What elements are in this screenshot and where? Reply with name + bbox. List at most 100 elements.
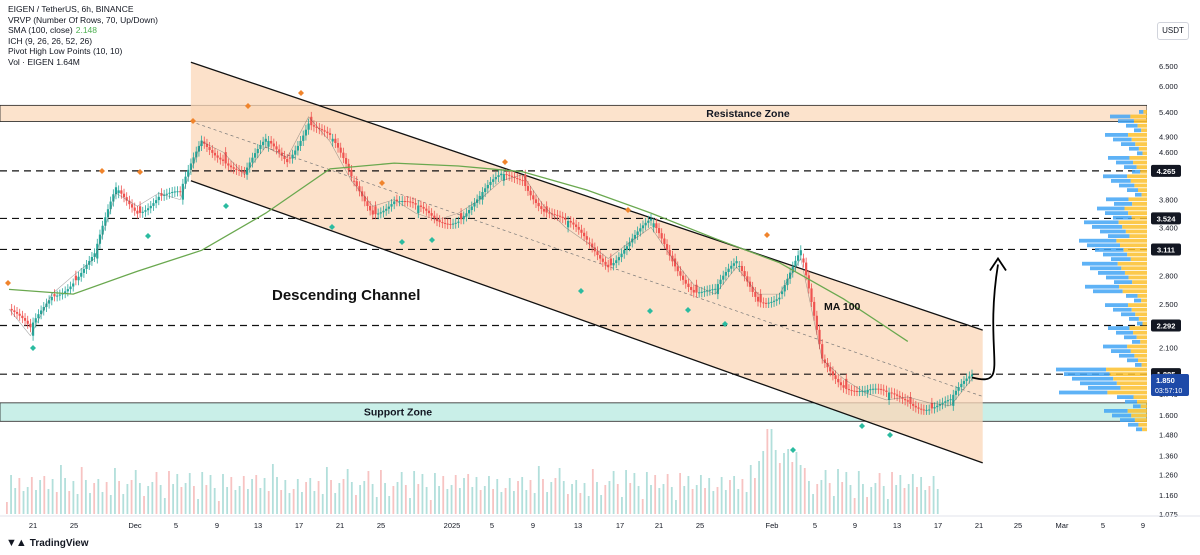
- candle-body: [451, 223, 455, 225]
- candle-body: [82, 268, 85, 273]
- vrvp-down-bar: [1142, 151, 1147, 156]
- volume-bar: [371, 484, 374, 514]
- candle-body: [783, 285, 786, 292]
- candle-body: [136, 210, 139, 214]
- candle-body: [521, 180, 524, 182]
- candle-body: [213, 152, 217, 156]
- currency-selector[interactable]: USDT: [1157, 22, 1189, 40]
- candle-body: [566, 220, 570, 228]
- vrvp-up-bar: [1105, 303, 1129, 307]
- price-tick-label: 1.160: [1159, 491, 1178, 500]
- vrvp-down-bar: [1118, 220, 1147, 225]
- candle-body: [425, 208, 428, 211]
- projection-arrowhead: [989, 256, 1007, 271]
- vrvp-up-bar: [1139, 110, 1144, 114]
- candle-body: [219, 157, 222, 160]
- candle-body: [31, 322, 35, 336]
- candle-body: [925, 409, 928, 411]
- volume-bar: [30, 477, 33, 514]
- price-axis-bg: [1147, 0, 1200, 555]
- candle-body: [326, 131, 329, 134]
- volume-bar: [172, 484, 175, 514]
- volume-bar: [138, 483, 141, 514]
- vrvp-down-bar: [1143, 110, 1147, 114]
- candle-body: [789, 272, 792, 279]
- volume-bar: [213, 488, 216, 514]
- volume-bar: [280, 490, 283, 514]
- legend-ichimoku[interactable]: ICH (9, 26, 26, 52, 26): [8, 35, 93, 46]
- volume-bar: [22, 491, 25, 514]
- candle-body: [649, 218, 653, 221]
- candle-body: [813, 301, 816, 316]
- volume-bar: [226, 487, 229, 514]
- volume-bar: [542, 479, 544, 514]
- candle-body: [45, 303, 48, 307]
- vrvp-up-bar: [1125, 399, 1138, 404]
- candle-body: [575, 224, 578, 227]
- volume-bar: [313, 491, 316, 514]
- legend-symbol[interactable]: EIGEN / TetherUS, 6h, BINANCE: [8, 4, 134, 14]
- volume-bar: [217, 501, 220, 514]
- vrvp-up-bar: [1116, 330, 1134, 335]
- volume-bar: [916, 487, 918, 514]
- candle-body: [946, 400, 950, 402]
- price-tick-label: 1.260: [1159, 470, 1178, 479]
- vrvp-down-bar: [1140, 340, 1147, 344]
- legend-vrvp[interactable]: VRVP (Number Of Rows, 70, Up/Down): [8, 14, 158, 25]
- candle-body: [275, 146, 278, 150]
- vrvp-down-bar: [1134, 353, 1147, 358]
- volume-bar: [874, 483, 877, 514]
- candle-body: [227, 163, 230, 166]
- candle-body: [703, 291, 706, 293]
- vrvp-up-bar: [1114, 202, 1133, 206]
- legend-pivot[interactable]: Pivot High Low Points (10, 10): [8, 46, 123, 57]
- vrvp-up-bar: [1113, 137, 1132, 142]
- legend-volume[interactable]: Vol · EIGEN 1.64M: [8, 57, 158, 68]
- candle-body: [879, 388, 883, 390]
- volume-bar: [633, 473, 636, 514]
- volume-bar: [442, 476, 445, 514]
- candle-body: [944, 401, 947, 403]
- candle-body: [50, 296, 53, 301]
- candle-body: [256, 148, 259, 154]
- volume-bar: [118, 481, 120, 514]
- candle-body: [385, 208, 388, 211]
- candle-body: [478, 195, 481, 200]
- volume-bar: [259, 488, 262, 514]
- vrvp-down-bar: [1130, 257, 1147, 261]
- volume-bar: [72, 481, 75, 514]
- candle-body: [473, 202, 476, 207]
- candle-body: [393, 201, 396, 205]
- time-tick-label: 9: [215, 521, 219, 530]
- candle-body: [80, 272, 83, 277]
- vrvp-down-bar: [1107, 390, 1147, 395]
- candle-body: [334, 138, 337, 144]
- volume-bar: [645, 472, 648, 514]
- candle-body: [620, 253, 623, 258]
- candle-body: [366, 201, 369, 206]
- candle-body: [615, 260, 618, 263]
- vrvp-down-bar: [1141, 363, 1147, 367]
- vrvp-down-bar: [1133, 330, 1147, 335]
- vrvp-down-bar: [1134, 418, 1147, 422]
- candle-body: [871, 388, 875, 390]
- legend-sma[interactable]: SMA (100, close) 2.148: [8, 25, 158, 36]
- vrvp-down-bar: [1134, 183, 1147, 188]
- candle-body: [636, 231, 639, 235]
- vrvp-down-bar: [1141, 192, 1147, 197]
- vrvp-down-bar: [1122, 225, 1147, 229]
- volume-bar: [35, 490, 37, 514]
- vrvp-up-bar: [1100, 229, 1126, 234]
- candle-body: [409, 201, 412, 203]
- price-tick-label: 3.800: [1159, 196, 1178, 205]
- candle-body: [754, 291, 757, 297]
- candle-body: [802, 258, 805, 263]
- volume-bar: [579, 493, 582, 514]
- candle-body: [711, 289, 714, 291]
- candle-body: [15, 311, 19, 314]
- tradingview-logo[interactable]: ▼▲ TradingView: [6, 537, 89, 549]
- candle-body: [845, 378, 848, 390]
- volume-bar: [558, 468, 561, 514]
- vrvp-down-bar: [1122, 289, 1147, 294]
